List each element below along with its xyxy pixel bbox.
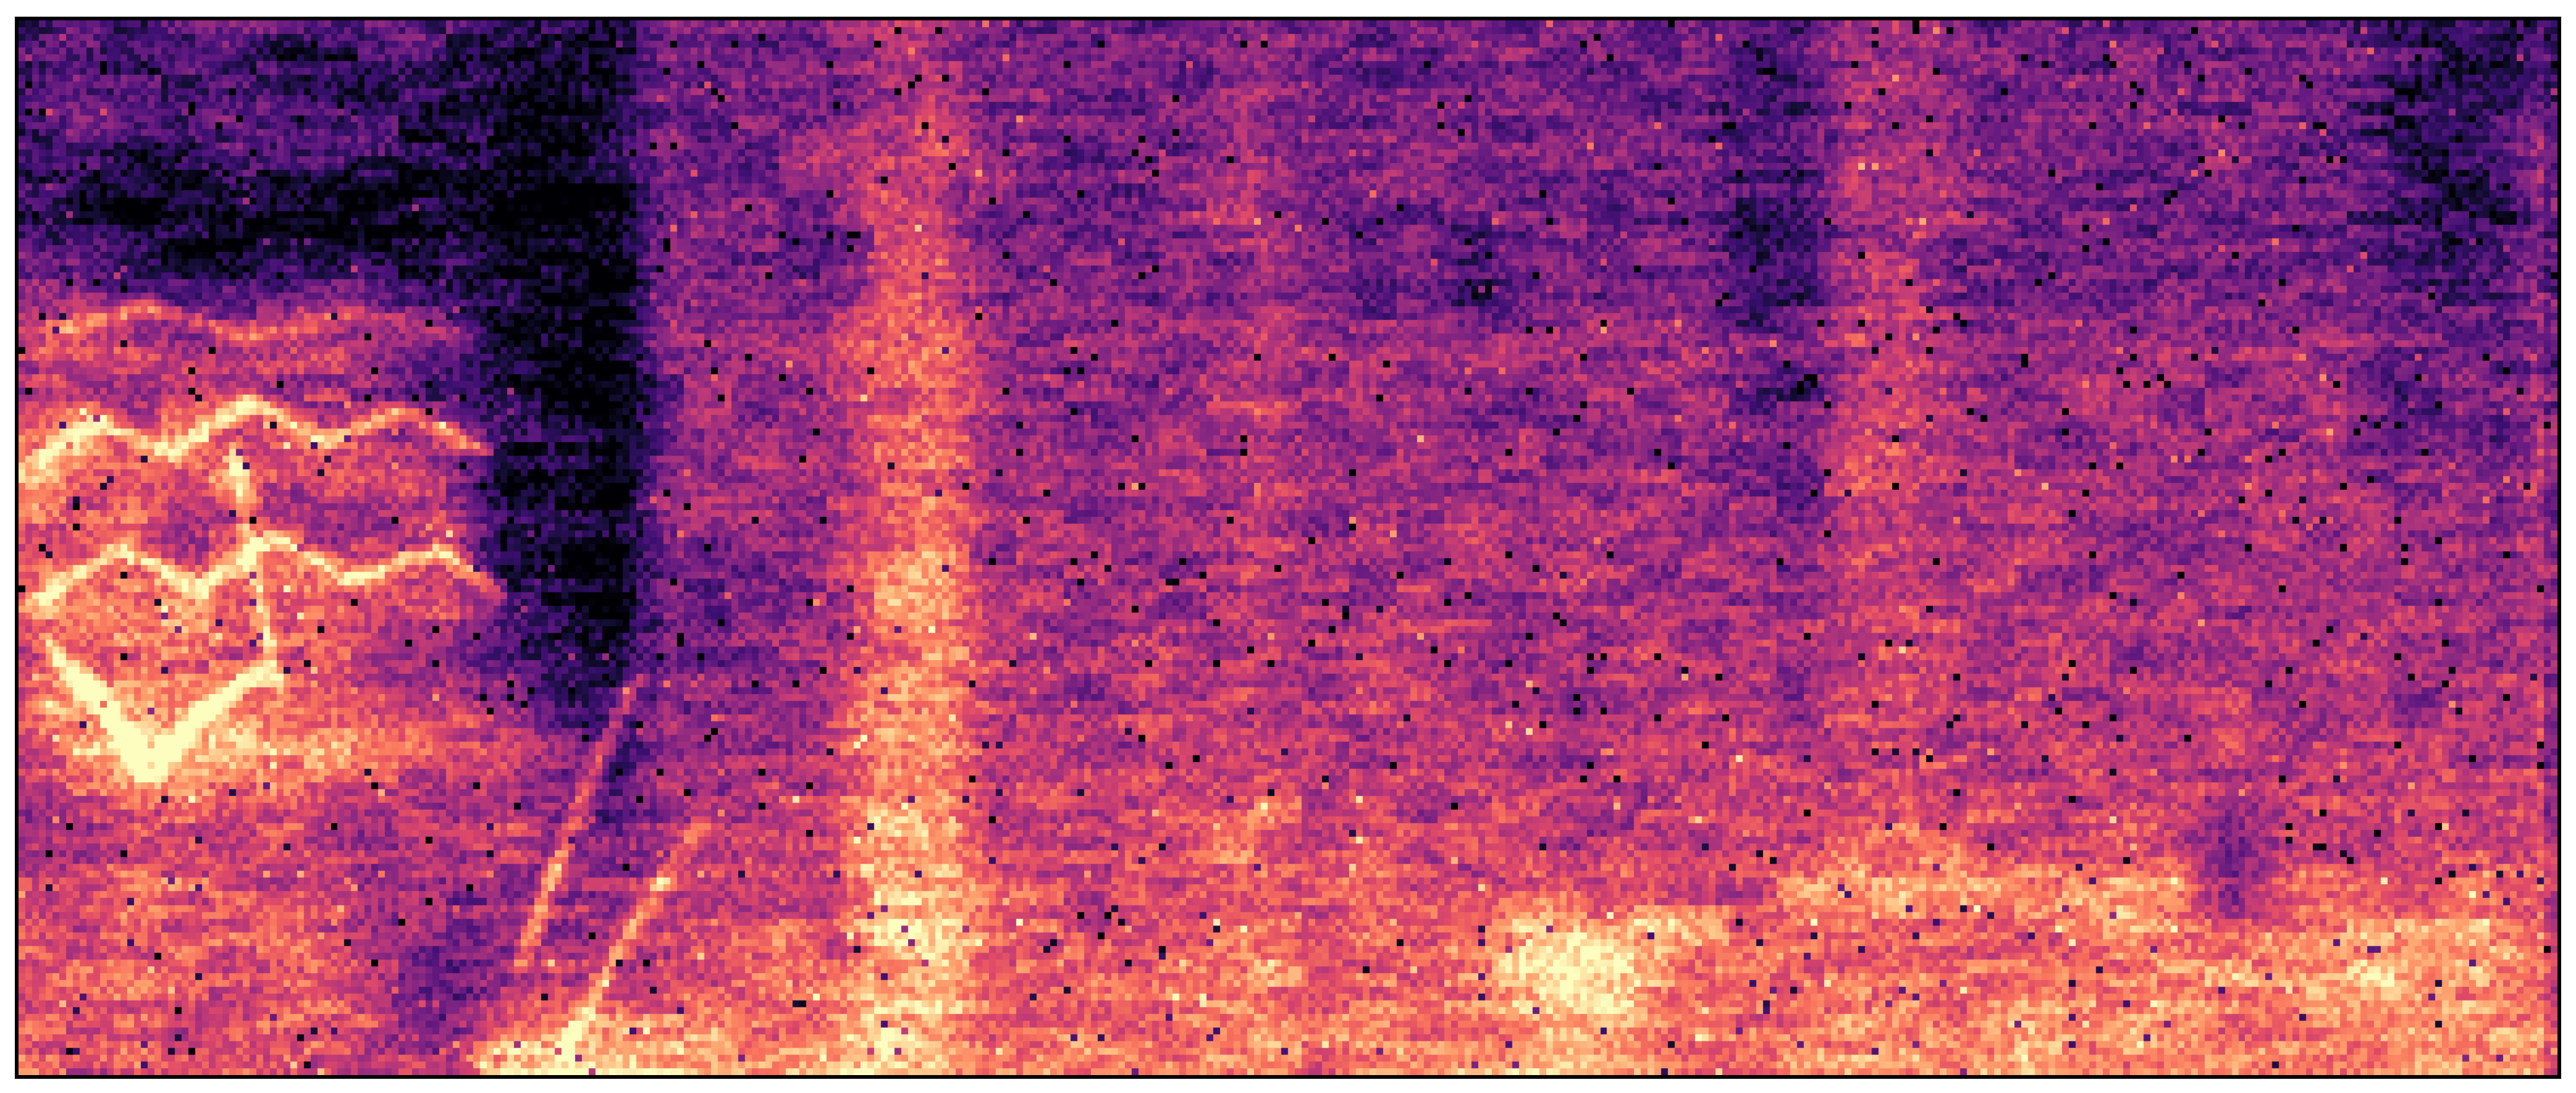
- axes-frame: [15, 17, 2561, 1079]
- spectrogram-canvas: [19, 20, 2557, 1075]
